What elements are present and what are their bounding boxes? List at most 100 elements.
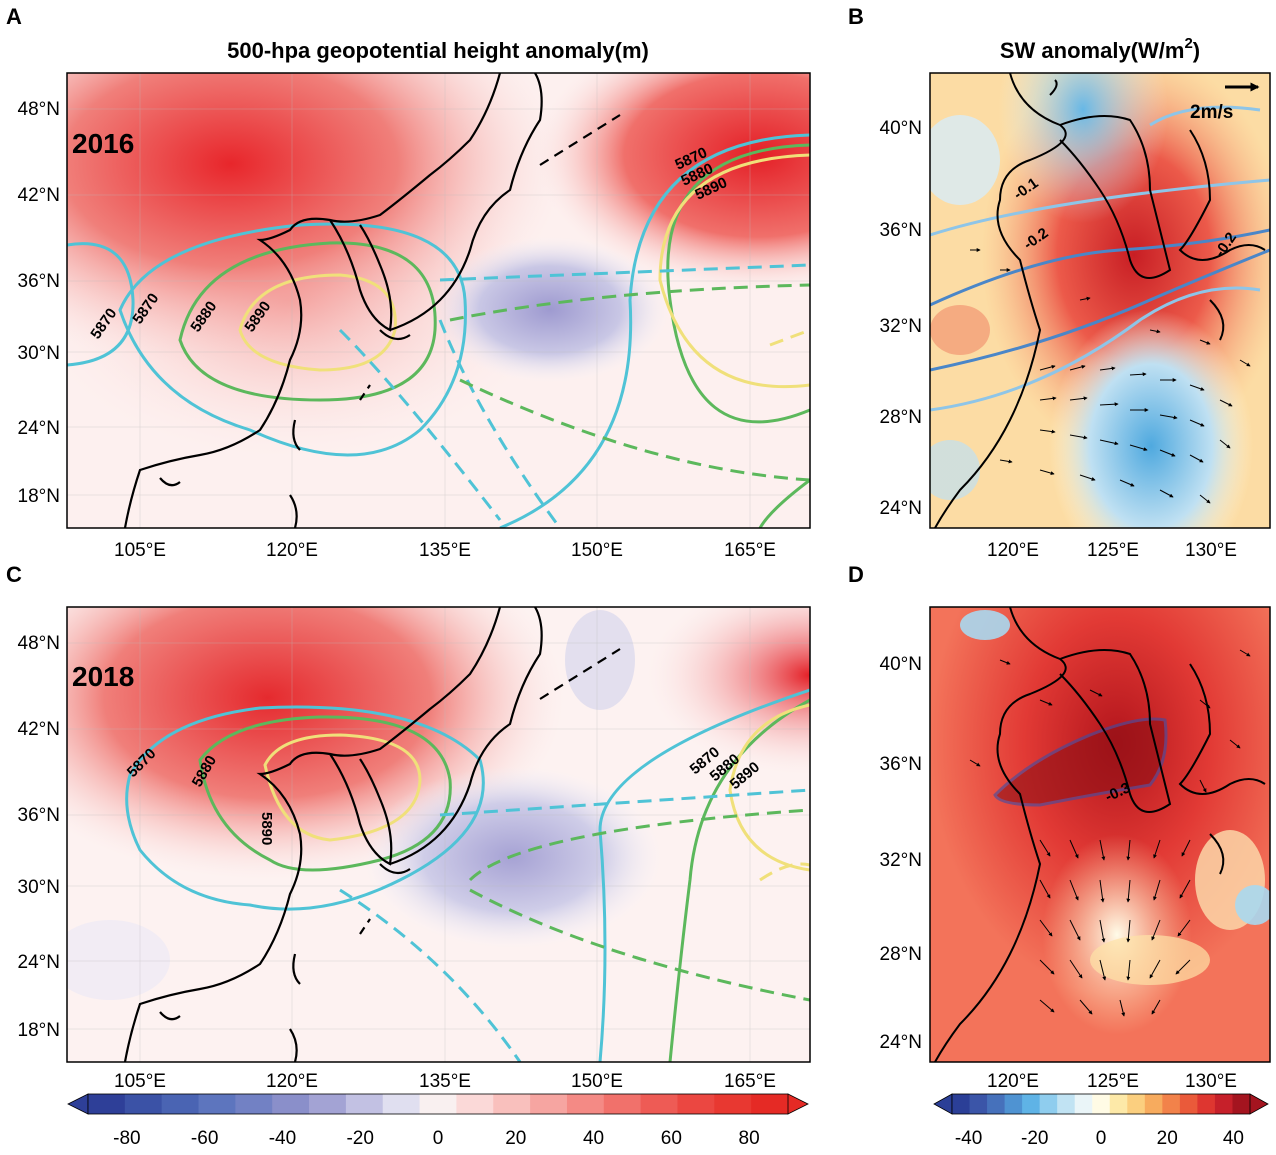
sw-colorbar-swatch — [1144, 1094, 1163, 1114]
sw-colorbar-tick-1: -20 — [1021, 1128, 1048, 1149]
panel-b-vectors — [970, 248, 1251, 504]
panel-a-year: 2016 — [72, 128, 134, 159]
panel-c-yticks: 48°N 42°N 36°N 30°N 24°N 18°N — [18, 633, 60, 1041]
panel-a-title: 500-hpa geopotential height anomaly(m) — [227, 38, 649, 63]
panel-b-yticks: 40°N 36°N 32°N 28°N 24°N — [880, 118, 922, 519]
panel-c-xtick-4: 165°E — [724, 1071, 776, 1092]
panel-c-contour-5880-east — [668, 698, 810, 1062]
panel-b-title-sup: 2 — [1184, 35, 1192, 52]
sw-colorbar-tick-4: 40 — [1223, 1128, 1244, 1149]
panel-d-vectors — [969, 649, 1251, 1017]
gph-colorbar-max-arrow — [787, 1093, 809, 1115]
panel-a-ytick-5: 18°N — [18, 486, 60, 507]
panel-b-field — [930, 73, 1270, 528]
panel-b: B SW anomaly(W/m2) — [848, 4, 1271, 561]
sw-colorbar-swatch — [1232, 1094, 1251, 1114]
panel-b-frame — [929, 72, 1271, 529]
panel-a-xtick-2: 135°E — [419, 540, 471, 561]
gph-colorbar-tick-2: -40 — [269, 1128, 296, 1149]
panel-a-field — [67, 73, 810, 528]
sw-colorbar-swatch — [1004, 1094, 1023, 1114]
panel-a-ytick-4: 24°N — [18, 418, 60, 439]
panel-d-xtick-0: 120°E — [987, 1071, 1039, 1092]
panel-a-xtick-0: 105°E — [114, 540, 166, 561]
panel-b-xtick-1: 125°E — [1087, 540, 1139, 561]
panel-a-contour-5880 — [178, 241, 437, 402]
panel-c-xtick-1: 120°E — [266, 1071, 318, 1092]
panel-d-frame — [929, 606, 1271, 1063]
panel-a-contour-5880-se — [758, 478, 810, 528]
panel-c-dashed-5880-b — [469, 888, 810, 1002]
panel-b-contour-light-2 — [930, 286, 1261, 412]
panel-a: A 500-hpa geopotential height anomaly(m) — [6, 4, 811, 561]
gph-colorbar-swatch — [345, 1094, 384, 1114]
panel-c-ytick-2: 36°N — [18, 805, 60, 826]
panel-c-coastline — [123, 607, 621, 1062]
panel-a-coastline — [123, 73, 621, 528]
panel-b-xtick-2: 130°E — [1185, 540, 1237, 561]
panel-a-contour-5890 — [238, 273, 397, 372]
panel-b-title: SW anomaly(W/m2) — [1000, 35, 1200, 63]
panel-b-title-close: ) — [1193, 38, 1200, 63]
panel-b-coastline — [934, 73, 1266, 528]
sw-colorbar-swatch — [1109, 1094, 1128, 1114]
panel-c-frame — [66, 606, 811, 1063]
panel-a-dashed-5870-b — [438, 319, 562, 528]
panel-a-xtick-3: 150°E — [571, 540, 623, 561]
gph-colorbar-swatch — [456, 1094, 494, 1114]
gph-colorbar-tick-4: 0 — [433, 1128, 444, 1149]
panel-c-xticks: 105°E 120°E 135°E 150°E 165°E — [114, 1071, 776, 1092]
panel-c-ytick-4: 24°N — [18, 952, 60, 973]
panel-a-contour-5870-east — [499, 133, 810, 528]
sw-colorbar-outline — [951, 1093, 1251, 1115]
sw-colorbar-swatch — [1127, 1094, 1146, 1114]
panel-b-ytick-4: 24°N — [880, 498, 922, 519]
gph-colorbar-swatch — [714, 1094, 752, 1114]
panel-a-ytick-2: 36°N — [18, 271, 60, 292]
panel-a-letter: A — [6, 4, 22, 29]
panel-c-field — [67, 607, 810, 1062]
sw-colorbar-swatch — [1057, 1094, 1076, 1114]
panel-a-contour-5870-west — [67, 242, 135, 367]
panel-d-ytick-2: 32°N — [880, 850, 922, 871]
sw-colorbar-swatch — [1039, 1094, 1058, 1114]
panel-a-contour-5890-east — [658, 153, 810, 389]
panel-a-dashed-5890 — [769, 328, 810, 347]
gph-colorbar-swatch — [198, 1094, 236, 1114]
panel-c-contour-5880 — [198, 715, 452, 872]
panel-c-ytick-5: 18°N — [18, 1020, 60, 1041]
panel-d: D — [848, 562, 1271, 1092]
panel-c-ytick-3: 30°N — [18, 877, 60, 898]
panel-c-letter: C — [6, 562, 22, 587]
gph-colorbar-min-arrow — [67, 1093, 89, 1115]
panel-d-xtick-1: 125°E — [1087, 1071, 1139, 1092]
panel-b-contour-dark-2 — [930, 248, 1270, 372]
panel-b-contour-light-1 — [930, 178, 1270, 237]
panel-c-xtick-0: 105°E — [114, 1071, 166, 1092]
gph-colorbar-tick-7: 60 — [661, 1128, 682, 1149]
panel-c-ytick-0: 48°N — [18, 633, 60, 654]
panel-b-ytick-1: 36°N — [880, 220, 922, 241]
panel-b-title-main: SW anomaly(W/m — [1000, 38, 1185, 63]
panel-b-ytick-2: 32°N — [880, 316, 922, 337]
panel-d-ytick-1: 36°N — [880, 754, 922, 775]
panel-c-year: 2018 — [72, 661, 134, 692]
sw-colorbar-swatch — [1092, 1094, 1111, 1114]
gph-colorbar: -80 -60 -40 -20 0 20 40 60 80 — [67, 1093, 809, 1149]
gph-colorbar-swatch — [309, 1094, 347, 1114]
gph-colorbar-swatch — [161, 1094, 200, 1114]
panel-a-contour-5880-east — [666, 143, 810, 424]
panel-c-dashed-5870-b — [339, 888, 522, 1062]
panel-d-ytick-4: 24°N — [880, 1032, 922, 1053]
panel-b-letter: B — [848, 4, 864, 29]
panel-d-contour--0.3 — [993, 717, 1168, 807]
panel-d-ytick-0: 40°N — [880, 654, 922, 675]
gph-colorbar-tick-3: -20 — [346, 1128, 373, 1149]
panel-a-ytick-0: 48°N — [18, 99, 60, 120]
panel-c-dashed-5870 — [439, 788, 810, 817]
gph-colorbar-swatch — [640, 1094, 678, 1114]
panel-a-dashed-5880 — [449, 283, 810, 322]
panel-b-xtick-0: 120°E — [987, 540, 1039, 561]
sw-colorbar-swatch — [1022, 1094, 1041, 1114]
panel-a-frame — [66, 72, 811, 529]
